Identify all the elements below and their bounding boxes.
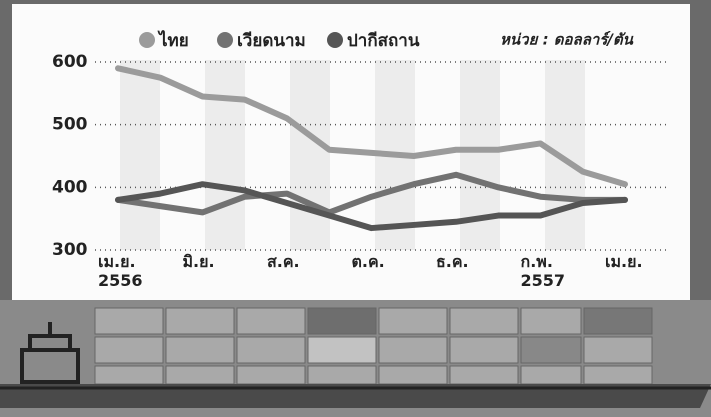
legend-label: เวียดนาม [237, 30, 306, 51]
y-tick-label: 600 [52, 52, 88, 72]
legend-label: ไทย [157, 30, 189, 51]
legend-swatch [217, 32, 233, 48]
ship [0, 300, 711, 417]
legend-label: ปากีสถาน [347, 30, 420, 51]
unit-label: หน่วย : ดอลลาร์/ตัน [500, 31, 634, 49]
series-line [115, 181, 628, 232]
y-tick-label: 400 [52, 177, 88, 197]
x-tick-label: ก.พ. 2557 [520, 252, 566, 290]
legend-swatch [139, 32, 155, 48]
plot: 300 400 500 600 [52, 52, 670, 260]
series-line [115, 171, 628, 216]
x-tick-label: ต.ค. [351, 252, 385, 271]
x-tick-label: ส.ค. [267, 252, 300, 271]
series-line [115, 65, 628, 188]
x-tick-label: เม.ย. 2556 [98, 252, 143, 290]
y-tick-label: 300 [52, 240, 88, 260]
x-tick-label: ธ.ค. [436, 252, 469, 271]
x-tick-label: มิ.ย. [182, 252, 215, 271]
y-tick-label: 500 [52, 115, 88, 135]
x-tick-label: เม.ย. [605, 252, 643, 271]
legend-swatch [327, 32, 343, 48]
